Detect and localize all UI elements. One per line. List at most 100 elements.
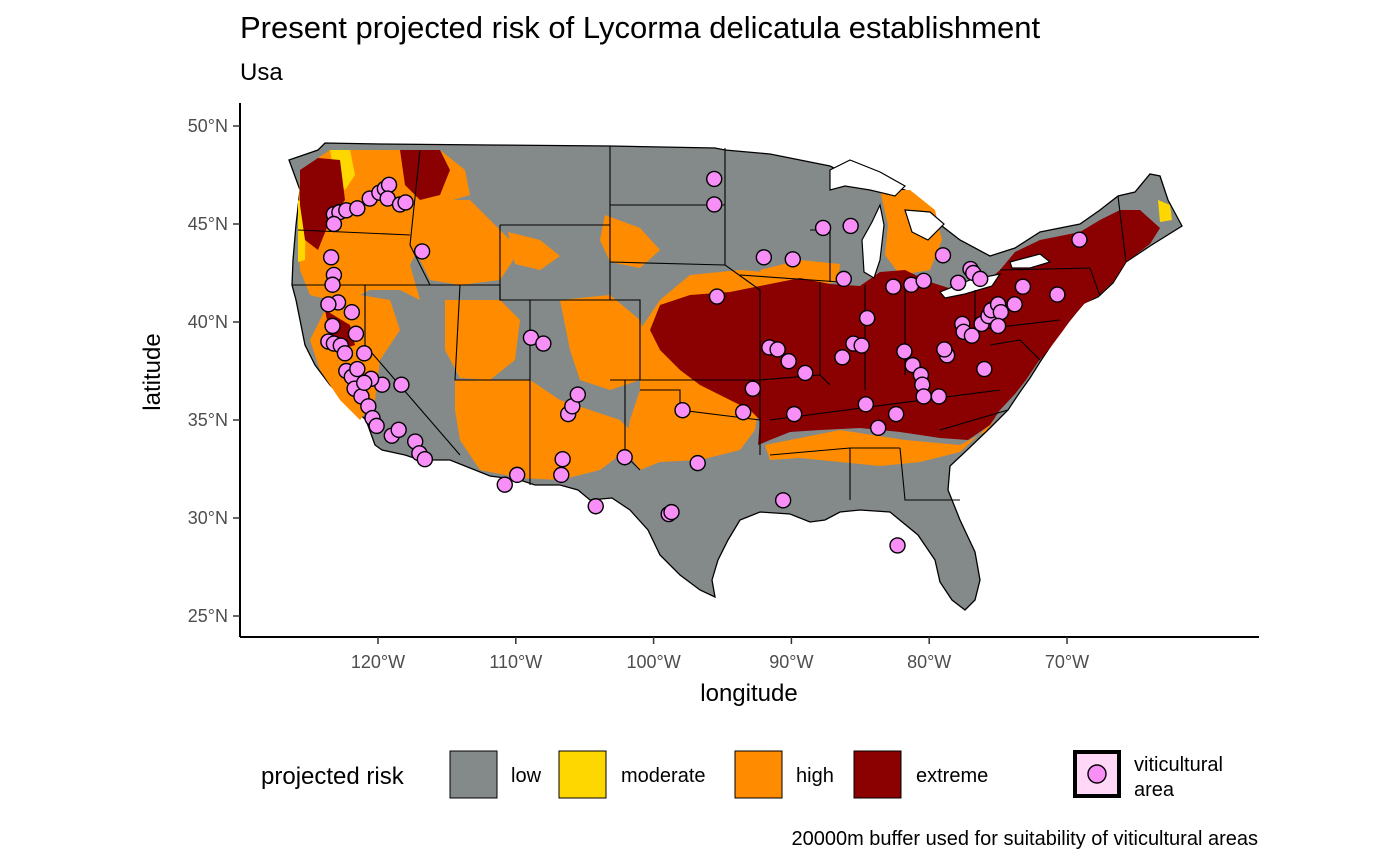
- chart-caption: 20000m buffer used for suitability of vi…: [791, 828, 1258, 850]
- viticultural-area-point: [1071, 231, 1088, 248]
- viticultural-area-point: [320, 296, 337, 313]
- y-tick-label: 45°N: [188, 214, 228, 234]
- x-tick-label: 90°W: [769, 652, 813, 672]
- viticultural-area-point: [322, 249, 340, 266]
- viticultural-area-point: [324, 317, 341, 335]
- viticultural-area-point: [834, 349, 851, 366]
- viticultural-area-point: [971, 270, 989, 288]
- legend-label-moderate: moderate: [621, 765, 706, 787]
- viticultural-area-point: [857, 396, 875, 413]
- viticultural-area-point: [368, 417, 385, 435]
- viticultural-area-point: [915, 272, 932, 290]
- x-axis-title: longitude: [700, 680, 797, 707]
- viticultural-area-point: [706, 170, 723, 188]
- viticultural-area-point: [755, 249, 773, 266]
- y-tick-label: 35°N: [188, 410, 228, 430]
- viticultural-area-point: [397, 194, 414, 211]
- viticultural-area-point: [769, 341, 786, 358]
- legend-swatch-moderate: [558, 750, 607, 799]
- viticultural-area-point: [336, 345, 354, 362]
- x-tick-label: 100°W: [626, 652, 680, 672]
- viticultural-area-point: [496, 476, 513, 493]
- viticultural-area-point: [814, 219, 832, 237]
- viticultural-area-point: [324, 276, 341, 293]
- viticultural-area-point: [785, 405, 803, 423]
- viticultural-area-point: [689, 454, 706, 472]
- viticultural-area-point: [842, 217, 859, 235]
- viticultural-area-point: [930, 388, 948, 405]
- viticultural-area-point: [889, 537, 906, 554]
- viticultural-area-point: [949, 274, 967, 291]
- viticultural-area-point: [835, 270, 852, 288]
- viticultural-area-point: [780, 353, 797, 370]
- y-tick-label: 50°N: [188, 116, 228, 136]
- viticultural-area-point: [1006, 296, 1023, 313]
- viticultural-area-point: [390, 421, 407, 438]
- viticultural-area-point: [356, 374, 373, 391]
- x-tick-label: 120°W: [351, 652, 405, 672]
- viticultural-area-point: [535, 335, 552, 352]
- viticultural-area-point: [553, 466, 570, 484]
- viticultural-area-point: [393, 376, 410, 393]
- y-tick-label: 40°N: [188, 312, 228, 332]
- viticultural-area-point: [706, 196, 723, 213]
- viticultural-area-point: [325, 215, 343, 233]
- viticultural-area-points: [320, 170, 1088, 554]
- y-tick-label: 25°N: [188, 606, 228, 626]
- viticultural-area-point: [1049, 286, 1066, 303]
- viticultural-area-point: [569, 386, 587, 403]
- legend-point-symbol: [1087, 764, 1107, 784]
- viticultural-area-point: [934, 247, 952, 264]
- viticultural-area-point: [853, 337, 870, 354]
- viticultural-area-point: [708, 288, 726, 305]
- viticultural-area-point: [356, 345, 373, 362]
- viticultural-area-point: [554, 451, 571, 468]
- viticultural-area-point: [343, 304, 361, 321]
- viticultural-area-point: [663, 503, 680, 521]
- legend-label-low: low: [511, 765, 542, 787]
- chart-title: Present projected risk of Lycorma delica…: [240, 10, 1040, 45]
- legend-label-high: high: [796, 765, 834, 787]
- state-boundaries: [292, 146, 1127, 501]
- viticultural-area-point: [885, 278, 902, 295]
- chart-subtitle: Usa: [240, 59, 283, 86]
- x-axis-ticks: 120°W 110°W 100°W 90°W 80°W 70°W: [351, 637, 1089, 672]
- viticultural-area-point: [915, 388, 932, 405]
- legend-swatch-low: [449, 750, 498, 799]
- viticultural-area-point: [992, 304, 1010, 321]
- legend-label-area: area: [1134, 779, 1175, 801]
- axes: 120°W 110°W 100°W 90°W 80°W 70°W 25°N 30°N 35°N…: [139, 103, 1259, 707]
- x-tick-label: 110°W: [489, 652, 542, 672]
- viticultural-area-point: [887, 405, 905, 423]
- viticultural-area-point: [870, 419, 887, 437]
- viticultural-area-point: [587, 498, 604, 515]
- viticultural-area-point: [413, 243, 431, 260]
- viticultural-area-point: [349, 200, 366, 217]
- viticultural-area-point: [349, 360, 366, 378]
- viticultural-area-point: [896, 343, 913, 360]
- viticultural-area-point: [616, 449, 633, 466]
- viticultural-area-point: [796, 364, 814, 382]
- y-axis-title: latitude: [139, 333, 166, 410]
- viticultural-area-point: [416, 451, 434, 468]
- viticultural-area-point: [774, 492, 792, 509]
- viticultural-area-point: [936, 341, 953, 358]
- legend-title: projected risk: [261, 763, 405, 790]
- viticultural-area-point: [508, 466, 526, 484]
- viticultural-area-point: [380, 176, 398, 194]
- viticultural-area-point: [858, 309, 876, 327]
- legend-swatch-extreme: [853, 750, 902, 799]
- x-tick-label: 80°W: [907, 652, 951, 672]
- y-tick-label: 30°N: [188, 508, 228, 528]
- y-axis-ticks: 25°N 30°N 35°N 40°N 45°N 50°N: [188, 116, 240, 626]
- viticultural-area-point: [347, 325, 365, 342]
- x-tick-label: 70°W: [1045, 652, 1089, 672]
- legend: projected risk low moderate high extreme…: [261, 750, 1223, 801]
- viticultural-area-point: [989, 317, 1007, 335]
- viticultural-area-point: [674, 402, 691, 419]
- viticultural-area-point: [744, 380, 762, 397]
- legend-swatch-high: [734, 750, 783, 799]
- viticultural-area-point: [963, 327, 981, 344]
- viticultural-area-point: [1014, 278, 1032, 295]
